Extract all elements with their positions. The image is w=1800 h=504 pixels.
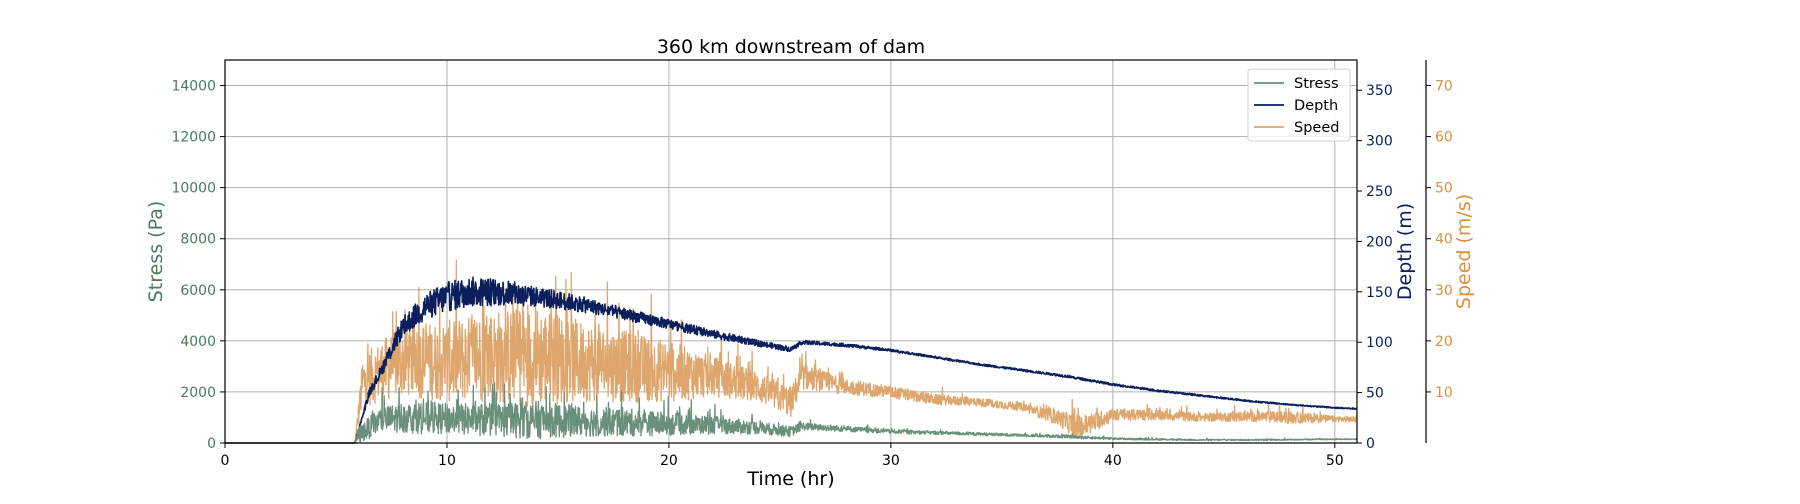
legend-box (1247, 68, 1351, 142)
legend-label-depth: Depth (1294, 98, 1338, 114)
speed-tick-label: 40 (1435, 232, 1453, 248)
speed-axis-label: Speed (m/s) (1453, 194, 1475, 309)
depth-axis-label: Depth (m) (1394, 203, 1416, 300)
x-axis-label: Time (hr) (746, 468, 834, 490)
stress-tick-label: 6000 (180, 283, 216, 299)
x-tick-label: 0 (221, 453, 230, 469)
depth-tick-label: 0 (1366, 436, 1375, 452)
depth-tick-label: 150 (1366, 285, 1393, 301)
chart-title: 360 km downstream of dam (657, 36, 925, 58)
depth-tick-label: 50 (1366, 386, 1384, 402)
x-tick-label: 10 (438, 453, 456, 469)
speed-tick-label: 60 (1435, 130, 1453, 146)
plot-frame (224, 59, 1358, 444)
x-tick-label: 20 (660, 453, 678, 469)
stress-tick-label: 4000 (180, 334, 216, 350)
depth-tick-label: 100 (1366, 335, 1393, 351)
speed-tick-label: 30 (1435, 283, 1453, 299)
axes: 0 10 20 30 40 5002000400060008000100001200014… (171, 59, 1453, 469)
legend: Stress Depth Speed (1247, 68, 1351, 142)
stress-axis-label: Stress (Pa) (145, 201, 167, 303)
series-line-stress (224, 382, 1358, 444)
series-lines (224, 259, 1358, 444)
x-tick-label: 30 (882, 453, 900, 469)
x-tick-label: 50 (1326, 453, 1344, 469)
series-line-depth (224, 276, 1358, 444)
stress-tick-label: 10000 (171, 181, 216, 197)
legend-label-speed: Speed (1294, 120, 1339, 136)
legend-label-stress: Stress (1294, 76, 1339, 92)
stress-tick-label: 0 (207, 436, 216, 452)
grid-lines (224, 60, 1357, 444)
stress-tick-label: 8000 (180, 232, 216, 248)
stress-tick-label: 12000 (171, 130, 216, 146)
depth-tick-label: 300 (1366, 134, 1393, 150)
stress-tick-label: 2000 (180, 385, 216, 401)
depth-tick-label: 350 (1366, 83, 1393, 99)
depth-tick-label: 250 (1366, 184, 1393, 200)
speed-tick-label: 50 (1435, 181, 1453, 197)
speed-tick-label: 20 (1435, 334, 1453, 350)
speed-tick-label: 10 (1435, 385, 1453, 401)
stress-tick-label: 14000 (171, 79, 216, 95)
speed-tick-label: 70 (1435, 79, 1453, 95)
x-tick-label: 40 (1104, 453, 1122, 469)
series-line-speed (224, 259, 1358, 444)
depth-tick-label: 200 (1366, 234, 1393, 250)
